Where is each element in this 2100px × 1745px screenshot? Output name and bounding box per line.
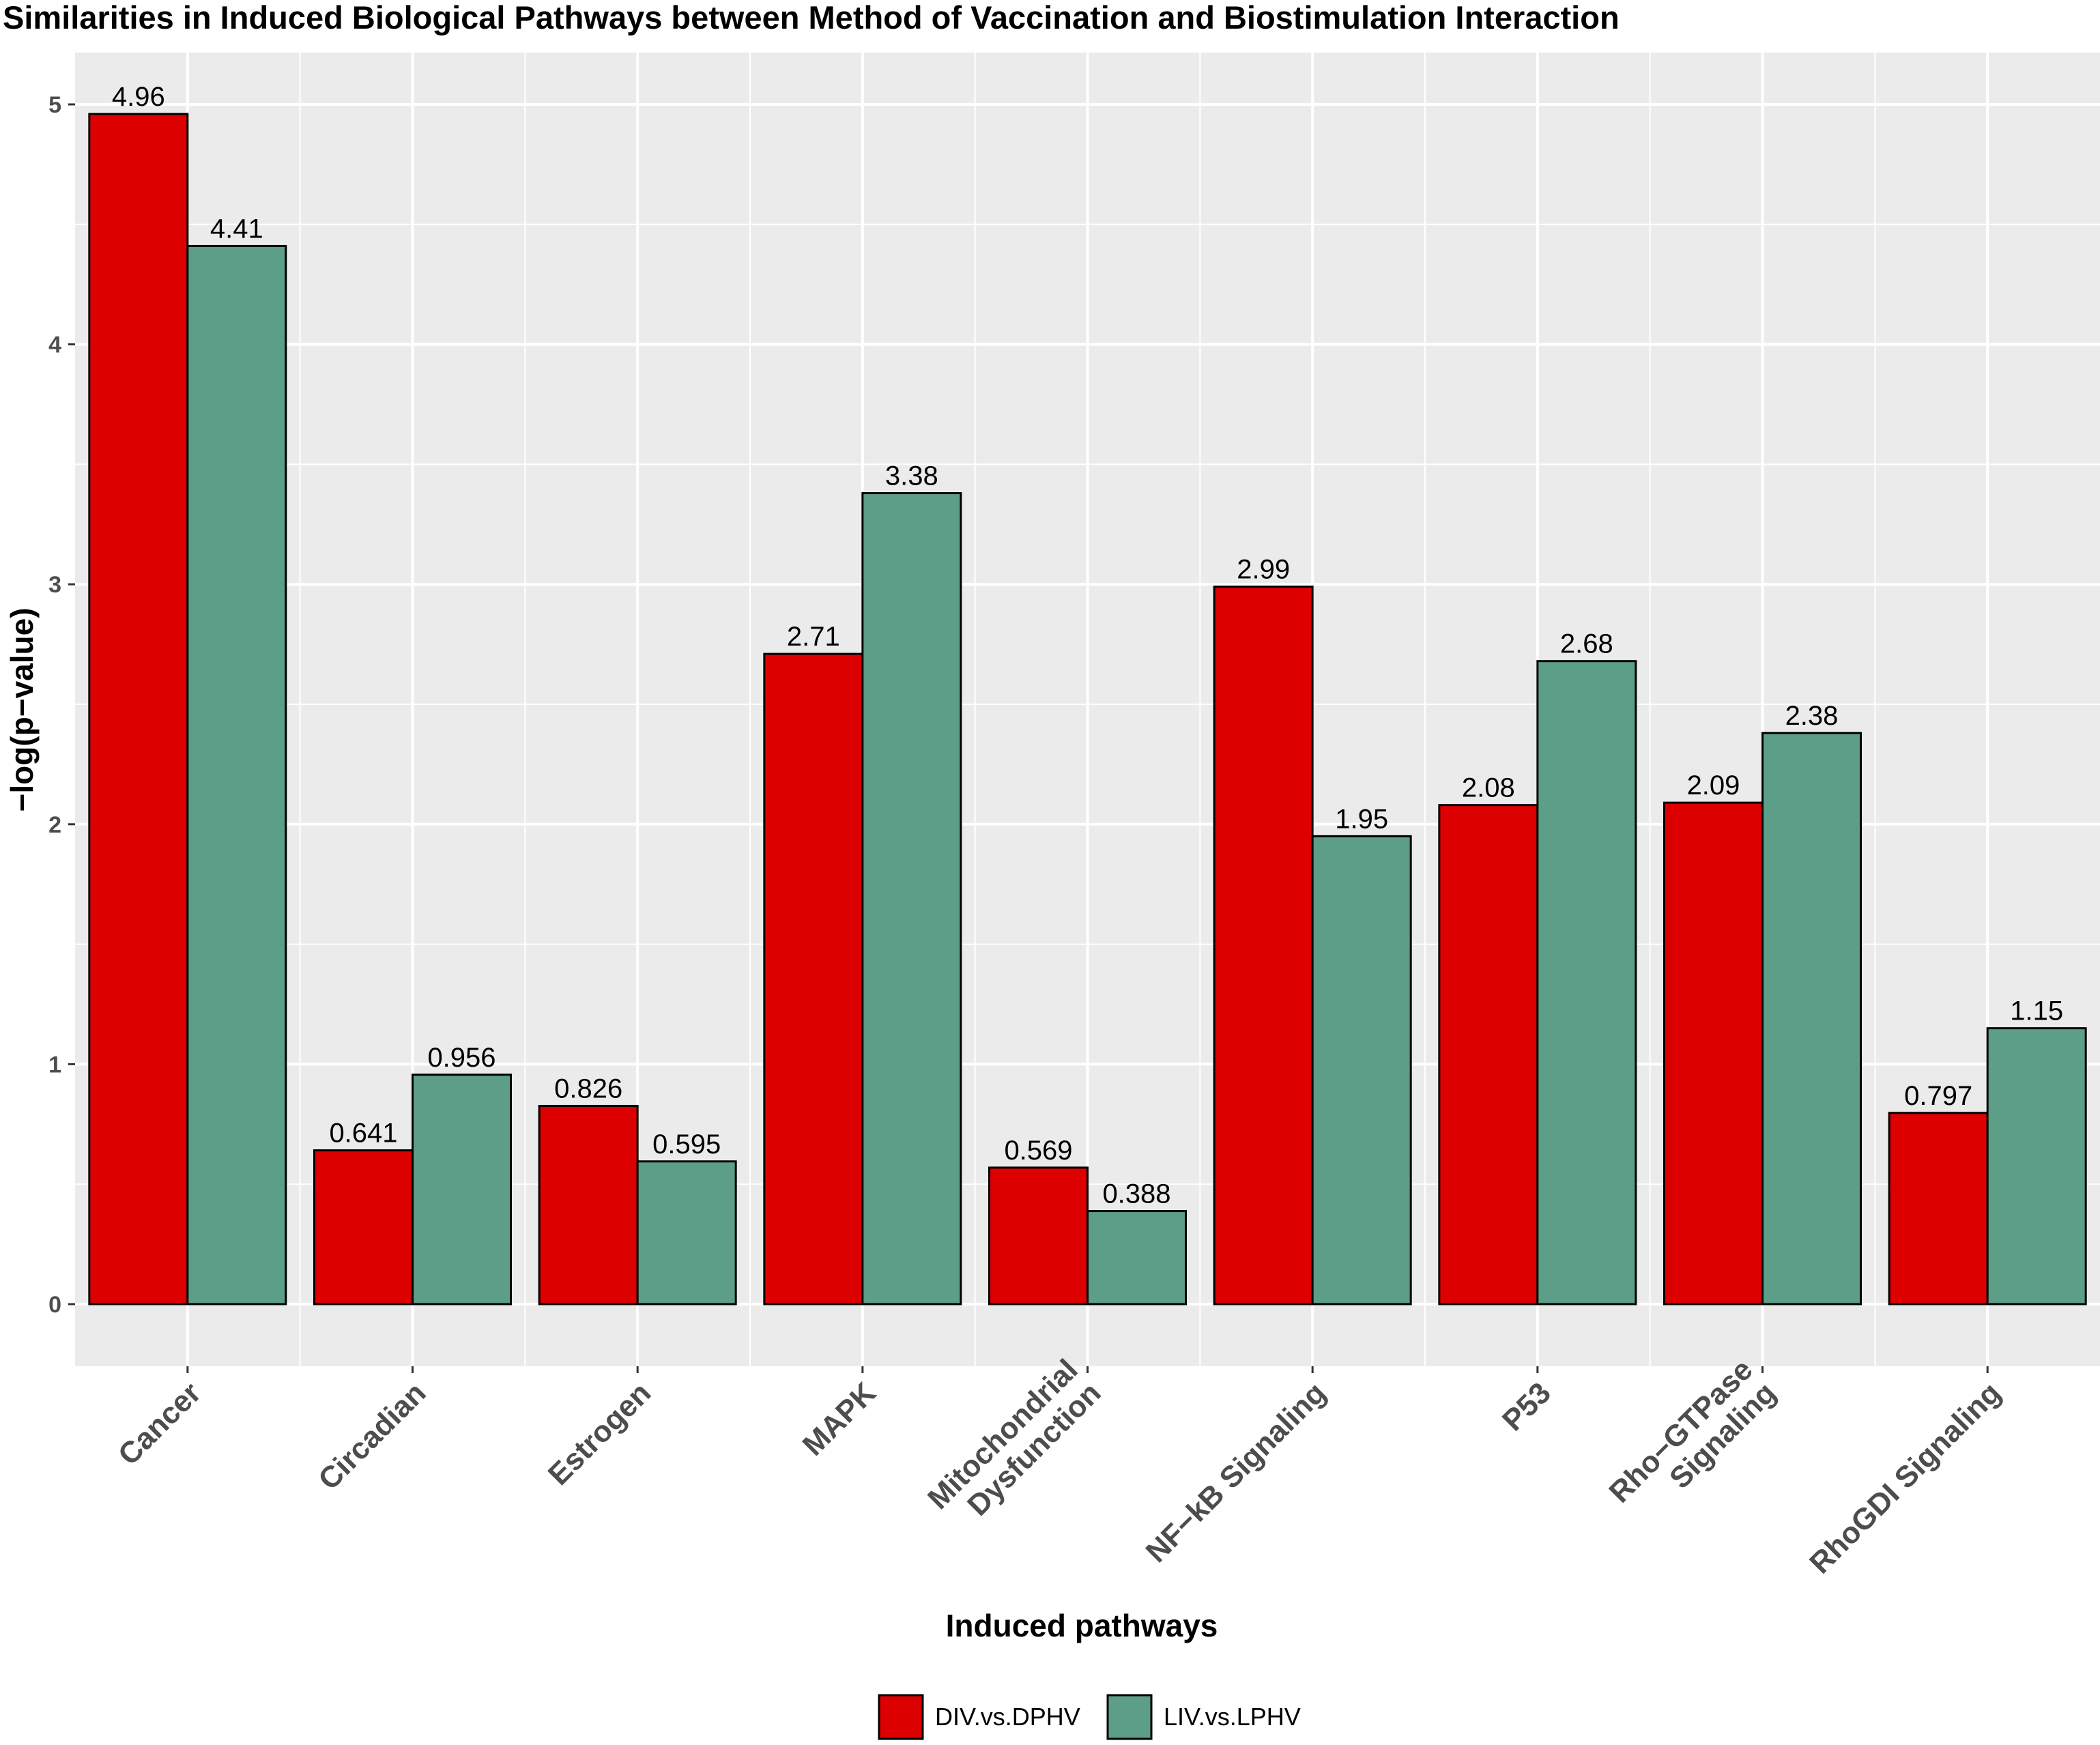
- bar-value-label: 0.797: [1904, 1081, 1972, 1111]
- bar-div-2: [538, 1105, 639, 1306]
- x-tick-label: NF−kB Signaling: [1140, 1376, 1333, 1569]
- legend-swatch-liv: [1106, 1694, 1153, 1740]
- bar-value-label: 0.826: [554, 1074, 622, 1104]
- bars: [88, 113, 2087, 1306]
- x-tick-label-line: RhoGDI Signaling: [1803, 1376, 2007, 1580]
- bar-value-label: 2.68: [1560, 629, 1613, 659]
- legend-label-liv: LIV.vs.LPHV: [1164, 1703, 1301, 1731]
- y-tick-label: 5: [48, 92, 61, 118]
- x-tick-label: P53: [1496, 1376, 1557, 1437]
- y-tick-label: 4: [48, 332, 61, 358]
- x-tick-label-line: Cancer: [112, 1376, 207, 1471]
- x-tick-label: Rho−GTPaseSignaling: [1602, 1353, 1782, 1532]
- bar-value-label: 2.99: [1237, 555, 1290, 585]
- x-tick-label: Estrogen: [542, 1376, 657, 1491]
- bar-value-label: 0.956: [427, 1043, 495, 1073]
- chart-title: Similarities in Induced Biological Pathw…: [3, 0, 1620, 35]
- y-tick-label: 3: [48, 572, 61, 598]
- legend-label-div: DIV.vs.DPHV: [935, 1703, 1080, 1731]
- bar-div-1: [313, 1149, 414, 1306]
- bar-value-label: 2.71: [787, 622, 840, 652]
- bar-div-4: [988, 1166, 1089, 1306]
- x-axis: Cancer Circadian Estrogen MAPK Mitochondrial…: [112, 1353, 2007, 1580]
- bar-value-label: 0.569: [1004, 1136, 1072, 1166]
- bar-liv-8: [1986, 1027, 2087, 1306]
- bar-liv-0: [186, 244, 287, 1306]
- bar-liv-5: [1311, 835, 1412, 1306]
- y-tick-label: 1: [48, 1052, 61, 1078]
- bar-value-label: 1.15: [2010, 996, 2063, 1026]
- bar-liv-4: [1087, 1210, 1187, 1306]
- bar-liv-7: [1761, 732, 1862, 1306]
- y-tick-label: 0: [48, 1292, 61, 1318]
- bar-liv-6: [1536, 660, 1637, 1306]
- x-tick-label-line: MAPK: [796, 1376, 882, 1462]
- x-tick-label: Cancer: [112, 1376, 207, 1471]
- bar-liv-3: [861, 492, 962, 1306]
- bar-value-labels: 4.96 4.41 0.641 0.956 0.826 0.595 2.71 3.38 0.56…: [112, 82, 2063, 1209]
- bar-liv-1: [412, 1073, 512, 1306]
- x-tick-label-line: NF−kB Signaling: [1140, 1376, 1333, 1569]
- bar-value-label: 2.08: [1462, 773, 1515, 803]
- x-tick-label-line: P53: [1496, 1376, 1557, 1437]
- bar-value-label: 0.641: [329, 1119, 397, 1149]
- bar-value-label: 0.595: [652, 1129, 721, 1159]
- x-tick-label: RhoGDI Signaling: [1803, 1376, 2007, 1580]
- bar-div-6: [1438, 804, 1539, 1306]
- x-axis-title: Induced pathways: [946, 1608, 1218, 1643]
- x-tick-label: MitochondrialDysfunction: [921, 1353, 1108, 1539]
- bar-value-label: 4.96: [112, 82, 165, 112]
- bar-div-5: [1213, 586, 1314, 1306]
- bar-value-label: 4.41: [210, 214, 263, 244]
- y-axis: 0 1 2 3 4 5: [48, 92, 75, 1318]
- x-tick-label-line: Circadian: [312, 1376, 432, 1496]
- bar-div-8: [1888, 1112, 1989, 1306]
- bar-div-3: [763, 652, 864, 1306]
- bar-value-label: 2.09: [1687, 770, 1740, 801]
- bar-div-7: [1663, 801, 1764, 1306]
- bar-value-label: 1.95: [1335, 804, 1388, 834]
- bar-value-label: 2.38: [1785, 701, 1839, 731]
- legend-swatch-div: [878, 1694, 924, 1740]
- y-axis-title: −log(p−value): [4, 607, 40, 811]
- bar-liv-2: [636, 1160, 737, 1306]
- bar-value-label: 3.38: [885, 461, 938, 491]
- bar-value-label: 0.388: [1102, 1179, 1170, 1209]
- bar-div-0: [88, 113, 189, 1306]
- x-tick-label: Circadian: [312, 1376, 432, 1496]
- y-tick-label: 2: [48, 812, 61, 838]
- x-tick-label-line: Estrogen: [542, 1376, 657, 1491]
- x-tick-label: MAPK: [796, 1376, 882, 1462]
- legend: DIV.vs.DPHV LIV.vs.LPHV: [878, 1694, 1301, 1740]
